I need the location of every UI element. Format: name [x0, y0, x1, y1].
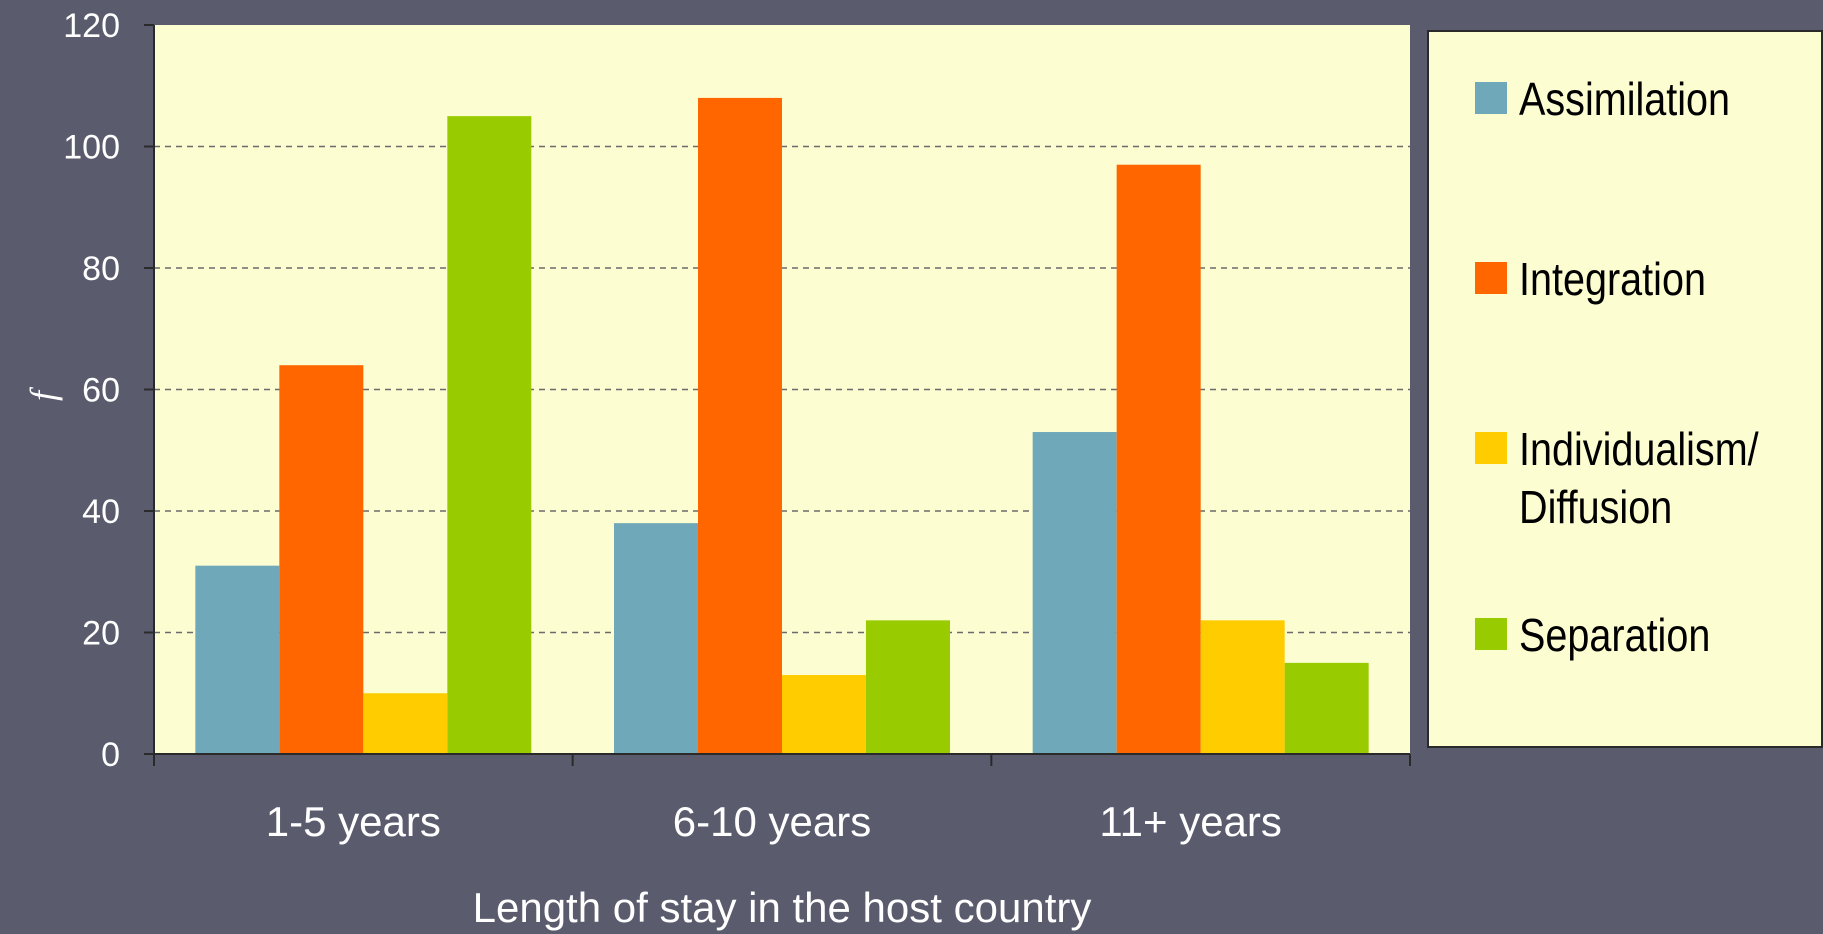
y-tick-label: 0: [101, 736, 120, 774]
legend-item-individualism: Individualism/ Diffusion: [1475, 420, 1798, 536]
bar-separation-2: [866, 620, 950, 754]
x-tick-label: 6-10 years: [673, 798, 871, 845]
legend-swatch-assimilation: [1475, 82, 1507, 114]
y-axis-label: f: [23, 386, 63, 401]
legend: Assimilation Integration Individualism/ …: [1427, 30, 1823, 748]
bar-assimilation-3: [1032, 432, 1117, 754]
y-tick-label: 40: [82, 493, 120, 531]
bar-individualism-diffusion-3: [1200, 620, 1285, 754]
bar-assimilation-2: [614, 523, 698, 754]
x-tick-label: 1-5 years: [266, 798, 441, 845]
bar-integration-2: [698, 97, 782, 754]
bar-individualism-diffusion-2: [782, 675, 866, 754]
bars: [195, 97, 1369, 755]
legend-label-individualism: Individualism/ Diffusion: [1519, 423, 1759, 533]
x-tick-label: 11+ years: [1099, 798, 1282, 845]
y-tick-labels: 0 20 40 60 80 100 120: [63, 7, 120, 774]
legend-swatch-integration: [1475, 262, 1507, 294]
legend-label-assimilation: Assimilation: [1519, 73, 1731, 125]
legend-item-assimilation: Assimilation: [1475, 70, 1764, 128]
bar-separation-1: [447, 116, 532, 754]
y-tick-label: 20: [82, 615, 120, 653]
y-tick-label: 120: [63, 7, 120, 45]
legend-label-integration: Integration: [1519, 253, 1706, 305]
bar-integration-3: [1116, 164, 1201, 755]
bar-separation-3: [1284, 662, 1369, 754]
axes: [144, 24, 1411, 766]
legend-swatch-individualism: [1475, 432, 1507, 464]
bar-integration-1: [279, 365, 364, 754]
y-tick-label: 60: [82, 372, 120, 410]
y-tick-label: 80: [82, 250, 120, 288]
bar-individualism-diffusion-1: [363, 693, 448, 754]
legend-item-separation: Separation: [1475, 606, 1742, 664]
legend-swatch-separation: [1475, 618, 1507, 650]
x-axis-label: Length of stay in the host country: [473, 884, 1092, 931]
y-tick-label: 100: [63, 129, 120, 167]
bar-assimilation-1: [195, 565, 280, 754]
x-tick-labels: 1-5 years 6-10 years 11+ years: [266, 798, 1282, 845]
legend-item-integration: Integration: [1475, 250, 1736, 308]
legend-label-separation: Separation: [1519, 609, 1711, 661]
